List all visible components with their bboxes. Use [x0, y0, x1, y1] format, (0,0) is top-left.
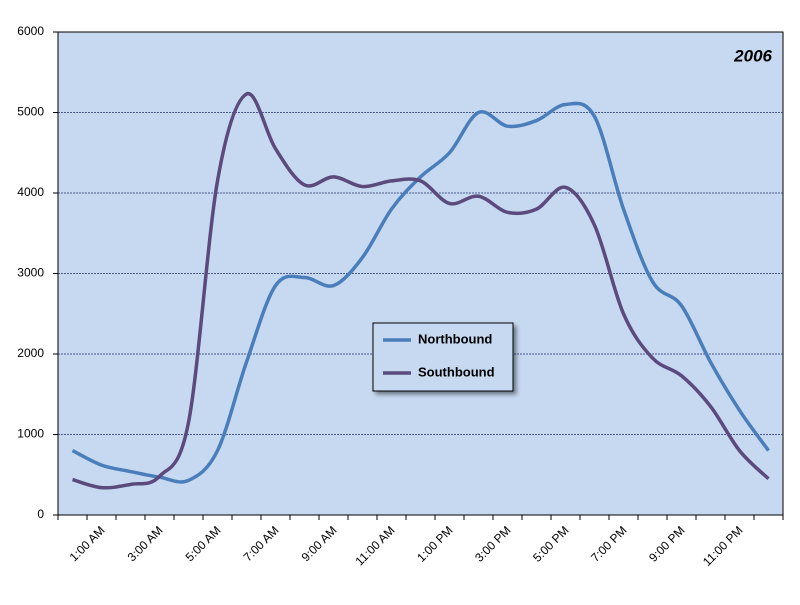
- y-tick-label: 5000: [17, 105, 44, 119]
- chart-title: 2006: [733, 46, 772, 65]
- legend-box: [372, 322, 514, 392]
- x-tick-label: 11:00 PM: [700, 523, 746, 569]
- legend: Northbound Southbound: [372, 322, 514, 392]
- legend-label: Northbound: [418, 331, 492, 346]
- x-tick-label: 11:00 AM: [352, 523, 397, 568]
- x-tick-label: 3:00 AM: [125, 523, 166, 564]
- y-tick-label: 6000: [17, 24, 44, 38]
- legend-label: Southbound: [418, 364, 495, 379]
- y-tick-label: 1000: [17, 427, 44, 441]
- x-tick-label: 5:00 AM: [183, 523, 224, 564]
- y-tick-label: 0: [37, 507, 44, 521]
- x-tick-label: 7:00 PM: [588, 523, 630, 565]
- series-line: [71, 92, 770, 490]
- y-tick-label: 2000: [17, 346, 44, 360]
- x-tick-label: 5:00 PM: [530, 523, 572, 565]
- y-tick-label: 3000: [17, 266, 44, 280]
- x-tick-label: 3:00 PM: [472, 523, 514, 565]
- x-tick-label: 7:00 AM: [241, 523, 282, 564]
- x-tick-label: 1:00 PM: [414, 523, 456, 565]
- series-line: [71, 101, 770, 484]
- x-tick-label: 9:00 PM: [646, 523, 688, 565]
- x-tick-label: 1:00 AM: [67, 523, 108, 564]
- x-tick-label: 9:00 AM: [299, 523, 340, 564]
- y-tick-label: 4000: [17, 185, 44, 199]
